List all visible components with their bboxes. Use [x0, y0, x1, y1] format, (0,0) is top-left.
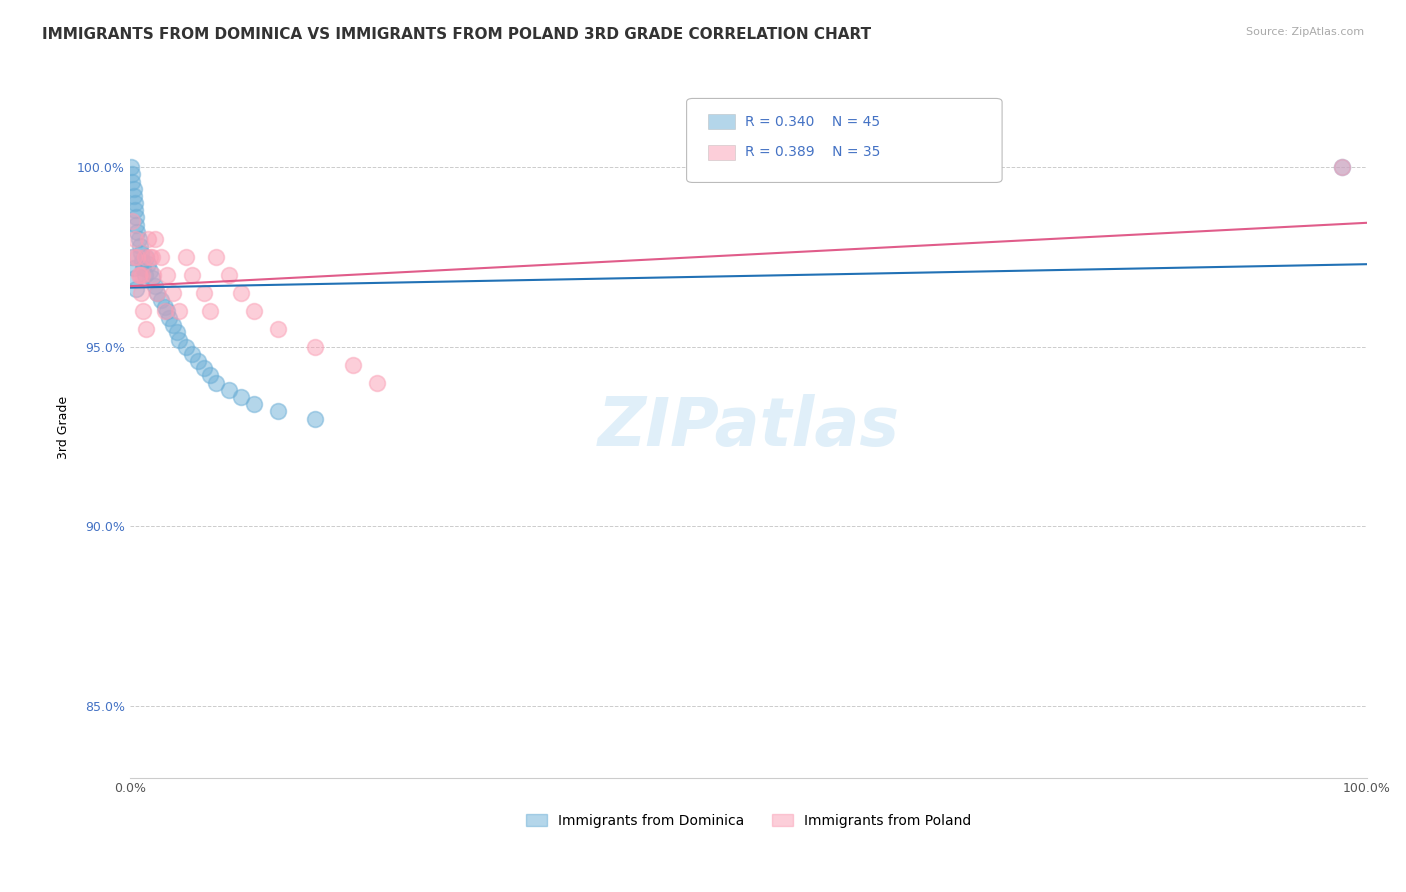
Point: [205, 250, 228, 264]
Point: [127, 250, 149, 264]
Point: [128, 268, 150, 282]
Point: [125, 282, 148, 296]
Point: [174, 250, 197, 264]
Point: [166, 326, 188, 340]
Point: [132, 303, 155, 318]
Point: [131, 253, 153, 268]
Point: [156, 303, 179, 318]
Point: [125, 218, 148, 232]
Legend: Immigrants from Dominica, Immigrants from Poland: Immigrants from Dominica, Immigrants fro…: [520, 808, 977, 834]
Point: [174, 340, 197, 354]
Point: [267, 322, 290, 336]
Point: [122, 189, 145, 203]
Point: [304, 340, 326, 354]
Point: [131, 268, 153, 282]
Point: [193, 285, 215, 300]
Point: [121, 175, 143, 189]
Point: [149, 250, 172, 264]
Point: [146, 285, 169, 300]
Point: [134, 250, 156, 264]
Point: [242, 303, 264, 318]
Point: [153, 300, 176, 314]
FancyBboxPatch shape: [707, 114, 735, 129]
Point: [304, 411, 326, 425]
Point: [124, 232, 146, 246]
Point: [267, 404, 290, 418]
Point: [138, 232, 160, 246]
Text: ZIPatlas: ZIPatlas: [598, 394, 900, 460]
Point: [218, 268, 240, 282]
Point: [122, 250, 145, 264]
Point: [231, 285, 253, 300]
Point: [138, 250, 160, 264]
Point: [124, 196, 146, 211]
Point: [1331, 160, 1354, 174]
Point: [135, 250, 157, 264]
Point: [132, 260, 155, 275]
Point: [120, 160, 142, 174]
Point: [218, 383, 240, 397]
Point: [143, 278, 166, 293]
Point: [141, 250, 163, 264]
Text: IMMIGRANTS FROM DOMINICA VS IMMIGRANTS FROM POLAND 3RD GRADE CORRELATION CHART: IMMIGRANTS FROM DOMINICA VS IMMIGRANTS F…: [42, 27, 872, 42]
Point: [121, 250, 143, 264]
Point: [146, 285, 169, 300]
Point: [138, 257, 160, 271]
Point: [187, 354, 209, 368]
Point: [342, 358, 364, 372]
Y-axis label: 3rd Grade: 3rd Grade: [58, 396, 70, 459]
Point: [142, 268, 165, 282]
Point: [121, 167, 143, 181]
Point: [121, 214, 143, 228]
Point: [169, 303, 191, 318]
Text: R = 0.340    N = 45: R = 0.340 N = 45: [745, 114, 880, 128]
Point: [124, 271, 146, 285]
Text: Source: ZipAtlas.com: Source: ZipAtlas.com: [1246, 27, 1364, 37]
Point: [141, 271, 163, 285]
Point: [205, 376, 228, 390]
Point: [129, 246, 152, 260]
Point: [127, 225, 149, 239]
Point: [128, 268, 150, 282]
Point: [149, 293, 172, 307]
FancyBboxPatch shape: [686, 98, 1002, 183]
Point: [366, 376, 388, 390]
Point: [200, 368, 222, 383]
Point: [143, 232, 166, 246]
Point: [180, 268, 202, 282]
Point: [122, 182, 145, 196]
Point: [193, 361, 215, 376]
Point: [180, 347, 202, 361]
Point: [129, 285, 152, 300]
Point: [134, 268, 156, 282]
Point: [135, 322, 157, 336]
Point: [125, 211, 148, 225]
Point: [162, 318, 184, 333]
Point: [124, 203, 146, 218]
Text: R = 0.389    N = 35: R = 0.389 N = 35: [745, 145, 880, 160]
Point: [231, 390, 253, 404]
Point: [242, 397, 264, 411]
Point: [156, 268, 179, 282]
Point: [122, 260, 145, 275]
Point: [200, 303, 222, 318]
Point: [128, 239, 150, 253]
Point: [153, 303, 176, 318]
FancyBboxPatch shape: [707, 145, 735, 160]
Point: [128, 232, 150, 246]
Point: [159, 310, 181, 325]
Point: [169, 333, 191, 347]
Point: [1331, 160, 1354, 174]
Point: [162, 285, 184, 300]
Point: [138, 264, 160, 278]
